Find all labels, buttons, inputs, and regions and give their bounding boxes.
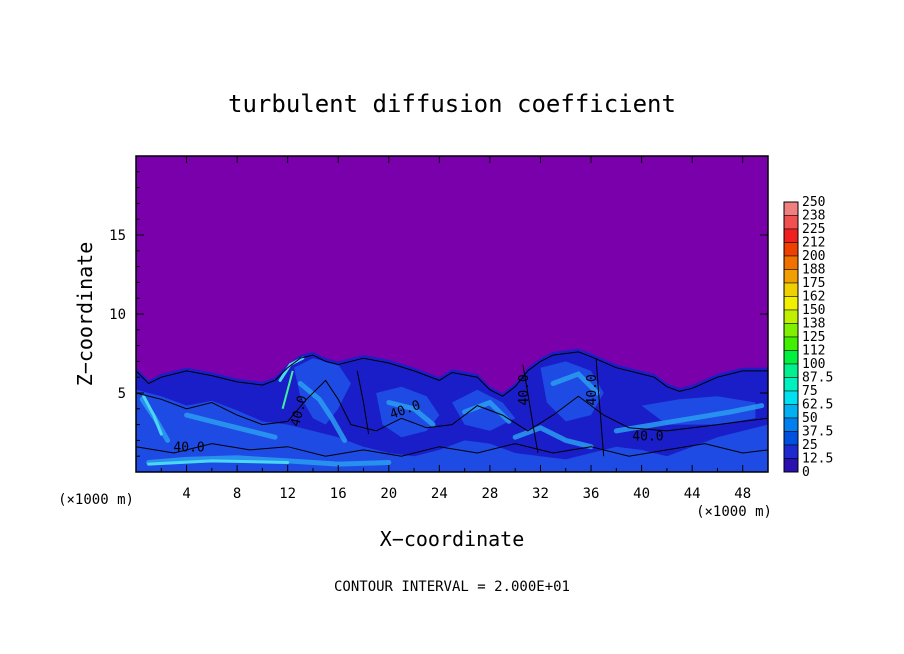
colorbar: 2502382252122001881751621501381251121008… [783, 195, 833, 480]
x-tick-label: 24 [431, 486, 448, 502]
x-tick-label: 20 [380, 486, 397, 502]
colorbar-swatch [783, 282, 799, 297]
turbulent-peak-streak [281, 370, 294, 410]
x-tick-label: 16 [330, 486, 347, 502]
contour-line [356, 370, 370, 435]
contour-line [135, 443, 769, 457]
colorbar-label: 238 [802, 209, 825, 224]
colorbar-label: 0 [802, 465, 810, 480]
colorbar-swatch [783, 444, 799, 459]
turbulent-streak [386, 400, 436, 428]
x-tick-label: 36 [583, 486, 600, 502]
turbulent-bright-streak [147, 459, 290, 466]
colorbar-label: 175 [802, 276, 825, 291]
contour-label: 40.0 [517, 374, 532, 405]
contour-labels: 40.040.0 40.040.0 40.040.0 [173, 374, 663, 455]
turbulent-swirl [294, 358, 351, 425]
colorbar-label: 138 [802, 317, 825, 332]
colorbar-swatch [783, 390, 799, 405]
contour-line [522, 364, 539, 454]
x-tick-label: 40 [633, 486, 650, 502]
colorbar-label: 212 [802, 236, 825, 251]
turbulent-swirl [452, 389, 516, 431]
turbulent-streak [146, 455, 392, 467]
colorbar-swatch [783, 296, 799, 311]
chart-title: turbulent diffusion coefficient [228, 90, 676, 118]
colorbar-label: 162 [802, 290, 825, 305]
plot-area: 40.040.0 40.040.0 40.040.0 [135, 155, 769, 473]
colorbar-swatch [783, 309, 799, 324]
turbulent-swirl [376, 386, 440, 438]
contour-line [595, 358, 605, 457]
turbulent-streak [297, 381, 348, 443]
colorbar-swatch [783, 336, 799, 351]
colorbar-label: 37.5 [802, 425, 833, 440]
x-axis-label: X−coordinate [380, 527, 525, 551]
colorbar-swatch [783, 377, 799, 392]
turbulent-bright-streak [142, 394, 163, 436]
x-axis-ticks: 4 8 12 16 20 24 28 32 36 40 44 48 [160, 156, 751, 502]
contour-line [135, 351, 768, 397]
turbulent-bright-streak [278, 356, 305, 382]
colorbar-swatch [783, 215, 799, 230]
colorbar-label: 250 [802, 195, 825, 210]
contour-label: 40.0 [173, 440, 204, 455]
colorbar-label: 50 [802, 411, 818, 426]
colorbar-swatch [783, 404, 799, 419]
colorbar-swatch [783, 350, 799, 365]
y-axis-ticks: 5 10 15 [109, 171, 768, 457]
turbulent-streak [512, 425, 594, 450]
colorbar-frame [783, 201, 799, 473]
turbulent-streak [550, 371, 600, 396]
contour-label: 40.0 [632, 429, 663, 444]
colorbar-swatch [783, 255, 799, 270]
colorbar-label: 112 [802, 344, 825, 359]
colorbar-swatch [783, 417, 799, 432]
y-tick-label: 5 [118, 386, 126, 402]
colorbar-label: 225 [802, 222, 825, 237]
turbulent-streak [184, 412, 278, 440]
colorbar-swatch [783, 242, 799, 257]
x-tick-label: 4 [182, 486, 190, 502]
colorbar-label: 188 [802, 263, 825, 278]
turbulent-swirl [641, 396, 756, 425]
colorbar-label: 100 [802, 357, 825, 372]
x-tick-label: 8 [233, 486, 241, 502]
contour-line [135, 379, 769, 432]
colorbar-swatch [783, 228, 799, 243]
colorbar-label: 25 [802, 438, 818, 453]
x-tick-label: 44 [684, 486, 701, 502]
contour-interval-label: CONTOUR INTERVAL = 2.000E+01 [334, 579, 570, 595]
contour-label: 40.0 [585, 374, 600, 405]
y-tick-label: 10 [109, 307, 126, 323]
colorbar-swatch [783, 201, 799, 216]
turbulent-streak [613, 403, 765, 434]
x-unit-right: (×1000 m) [696, 504, 772, 520]
x-tick-label: 12 [279, 486, 296, 502]
turbulent-swirl [540, 361, 604, 422]
colorbar-swatch [783, 323, 799, 338]
colorbar-label: 150 [802, 303, 825, 318]
colorbar-label: 12.5 [802, 452, 833, 467]
x-tick-label: 48 [734, 486, 751, 502]
y-tick-label: 15 [109, 228, 126, 244]
x-tick-label: 28 [481, 486, 498, 502]
y-axis-label: Z−coordinate [73, 242, 97, 387]
colorbar-swatch [783, 431, 799, 446]
colorbar-swatch [783, 363, 799, 378]
contour-lines [135, 351, 769, 457]
x-unit-left: (×1000 m) [58, 492, 134, 508]
colorbar-label: 75 [802, 384, 818, 399]
colorbar-swatch [783, 458, 799, 473]
colorbar-label: 62.5 [802, 398, 833, 413]
colorbar-label: 87.5 [802, 371, 833, 386]
colorbar-label: 125 [802, 330, 825, 345]
colorbar-swatch [783, 269, 799, 284]
x-tick-label: 32 [532, 486, 549, 502]
colorbar-label: 200 [802, 249, 825, 264]
